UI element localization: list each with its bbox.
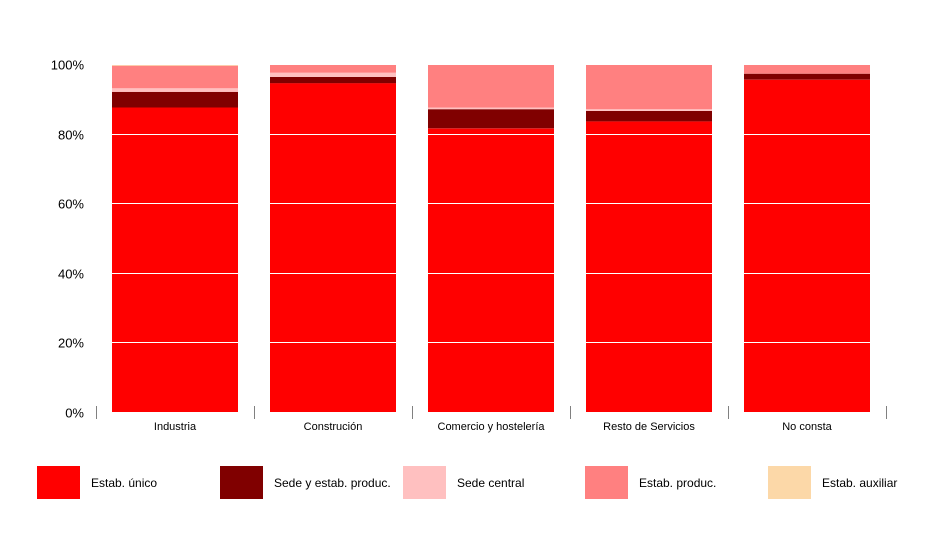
bar-segment xyxy=(270,83,396,412)
bar-segment xyxy=(428,65,554,108)
legend-item: Sede central xyxy=(403,466,524,499)
y-tick-label: 60% xyxy=(58,197,84,212)
bar-segment xyxy=(112,88,238,92)
bar-segment xyxy=(270,76,396,84)
y-tick-label: 0% xyxy=(65,406,84,421)
legend-swatch xyxy=(585,466,628,499)
bar-segment xyxy=(744,64,870,74)
bar-segment xyxy=(270,72,396,77)
y-tick-label: 100% xyxy=(51,58,85,73)
y-tick-label: 40% xyxy=(58,267,84,282)
y-tick-label: 20% xyxy=(58,336,84,351)
legend-swatch xyxy=(220,466,263,499)
bar-segment xyxy=(112,107,238,412)
bar-segment xyxy=(428,128,554,412)
x-category-label: Construción xyxy=(304,421,363,433)
legend-label: Estab. auxiliar xyxy=(822,475,898,490)
legend-swatch xyxy=(37,466,80,499)
legend-item: Estab. produc. xyxy=(585,466,716,499)
legend-item: Sede y estab. produc. xyxy=(220,466,391,499)
bar-segment xyxy=(112,91,238,108)
chart: 0% 20% 40% 60% 80% 100% Industria Construción Co… xyxy=(51,58,887,433)
y-tick-label: 80% xyxy=(58,128,84,143)
bar-segment xyxy=(428,107,554,110)
x-category-label: Industria xyxy=(154,421,197,433)
legend-label: Sede y estab. produc. xyxy=(274,475,391,490)
bar-segment xyxy=(586,121,712,413)
x-category-label: Comercio y hostelería xyxy=(438,421,546,433)
legend-item: Estab. auxiliar xyxy=(768,466,897,499)
bar-segment xyxy=(744,79,870,412)
legend-label: Estab. único xyxy=(91,475,158,490)
stacked-bar-chart: 0% 20% 40% 60% 80% 100% Industria Construción Co… xyxy=(51,58,887,433)
legend-swatch xyxy=(403,466,446,499)
bar-segment xyxy=(112,65,238,89)
bar-segment xyxy=(586,64,712,110)
bar-segment xyxy=(744,73,870,80)
bar-segment xyxy=(270,64,396,73)
legend: Estab. único Sede y estab. produc. Sede ce… xyxy=(0,460,936,510)
legend-item: Estab. único xyxy=(37,466,157,499)
legend-label: Estab. produc. xyxy=(639,475,717,490)
bar-segment xyxy=(586,109,712,111)
bar-segment xyxy=(428,109,554,129)
x-category-label: Resto de Servicios xyxy=(603,421,695,433)
x-category-label: No consta xyxy=(782,421,832,433)
legend-swatch xyxy=(768,466,811,499)
legend-label: Sede central xyxy=(457,475,525,490)
bar-segment xyxy=(586,111,712,122)
